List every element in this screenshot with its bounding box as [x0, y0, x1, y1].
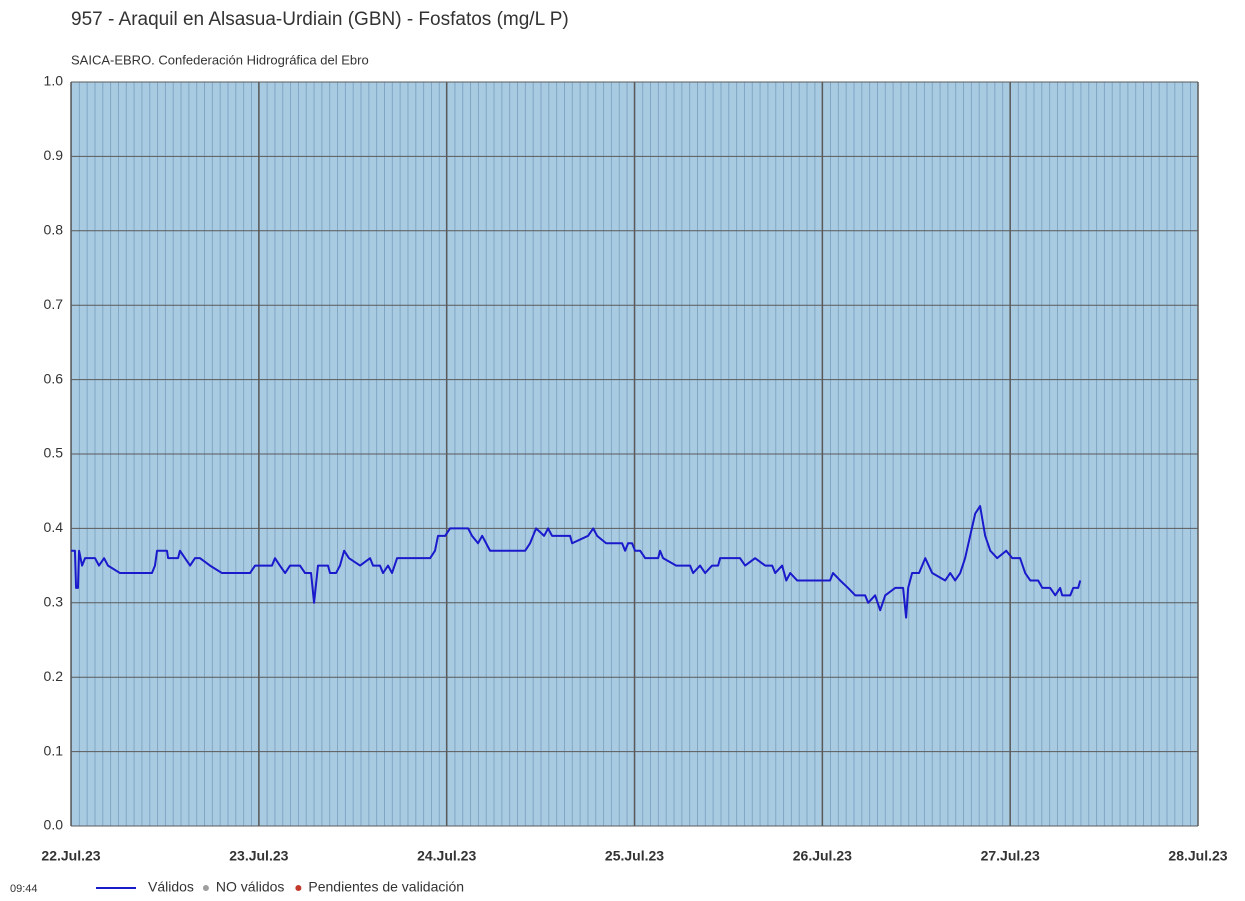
x-tick-label: 22.Jul.23 [41, 848, 100, 864]
y-tick-label: 0.0 [44, 817, 64, 833]
x-tick-label: 26.Jul.23 [793, 848, 852, 864]
y-tick-label: 1.0 [44, 73, 64, 89]
footer-time: 09:44 [10, 883, 38, 895]
y-tick-label: 0.5 [44, 445, 64, 461]
y-tick-label: 0.8 [44, 222, 64, 238]
x-tick-label: 23.Jul.23 [229, 848, 288, 864]
y-tick-label: 0.3 [44, 594, 64, 610]
legend-label: Válidos [148, 879, 194, 895]
y-tick-label: 0.1 [44, 742, 64, 758]
x-tick-label: 27.Jul.23 [981, 848, 1040, 864]
x-tick-label: 28.Jul.23 [1168, 848, 1227, 864]
legend-marker [202, 885, 209, 891]
data-line [71, 505, 1082, 619]
y-tick-label: 0.7 [44, 296, 64, 312]
legend-label: NO válidos [216, 879, 284, 895]
y-tick-label: 0.2 [44, 668, 64, 684]
x-tick-label: 25.Jul.23 [605, 848, 664, 864]
y-tick-label: 0.9 [44, 147, 64, 163]
y-tick-label: 0.6 [44, 370, 64, 386]
y-tick-label: 0.4 [44, 519, 64, 535]
legend-label: Pendientes de validación [308, 879, 464, 895]
x-tick-label: 24.Jul.23 [417, 848, 476, 864]
chart-title: 957 - Araquil en Alsasua-Urdiain (GBN) -… [71, 9, 569, 30]
chart-subtitle: SAICA-EBRO. Confederación Hidrográfica d… [71, 52, 369, 67]
legend-marker [295, 885, 302, 891]
